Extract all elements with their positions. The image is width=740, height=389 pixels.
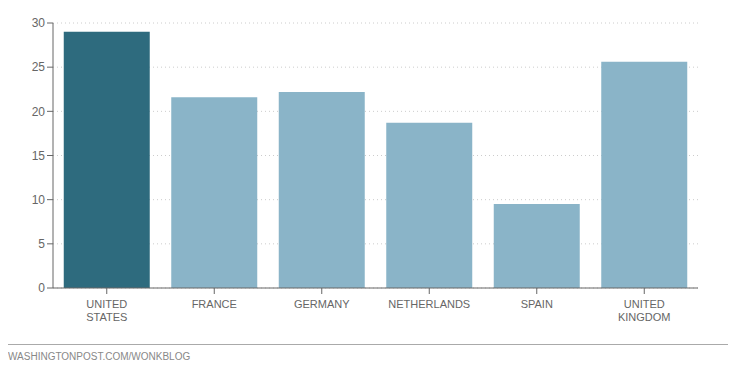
html-text:WASHINGTONPOST.COM/WONKBLOG: WASHINGTONPOST.COM/WONKBLOG: [8, 351, 191, 362]
svg-text:NETHERLANDS: NETHERLANDS: [388, 298, 470, 310]
svg-text:FRANCE: FRANCE: [192, 298, 237, 310]
svg-text:GERMANY: GERMANY: [294, 298, 350, 310]
svg-text:25: 25: [32, 60, 46, 74]
svg-text:UNITEDSTATES: UNITEDSTATES: [86, 298, 127, 323]
svg-text:30: 30: [32, 16, 46, 30]
svg-text:15: 15: [32, 149, 46, 163]
svg-text:5: 5: [38, 237, 45, 251]
svg-text:20: 20: [32, 105, 46, 119]
svg-text:UNITEDKINGDOM: UNITEDKINGDOM: [618, 298, 671, 323]
svg-text:10: 10: [32, 193, 46, 207]
svg-text:0: 0: [38, 281, 45, 295]
svg-text:SPAIN: SPAIN: [521, 298, 553, 310]
